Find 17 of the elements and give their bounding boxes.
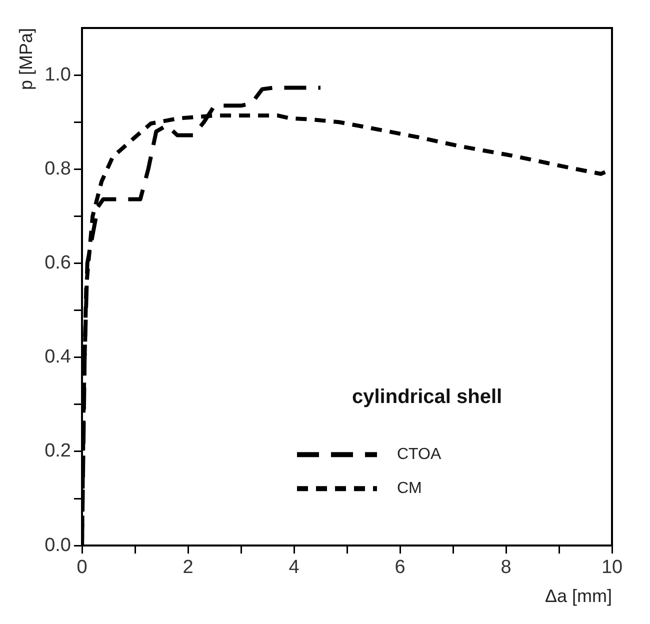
x-axis-title: Δa [mm] bbox=[544, 586, 612, 606]
x-tick-label: 0 bbox=[76, 557, 88, 578]
x-tick-label: 6 bbox=[394, 557, 406, 578]
x-tick-label: 10 bbox=[601, 557, 623, 578]
legend-label: CM bbox=[397, 480, 422, 498]
y-tick-label: 1.0 bbox=[44, 64, 72, 86]
y-tick-label: 0.2 bbox=[44, 440, 72, 462]
legend-label: CTOA bbox=[397, 446, 442, 464]
y-tick-label: 0.6 bbox=[44, 252, 72, 274]
x-tick-label: 4 bbox=[288, 557, 300, 578]
y-tick-label: 0.4 bbox=[44, 346, 72, 368]
x-tick-label: 8 bbox=[500, 557, 512, 578]
annotation: cylindrical shell bbox=[352, 386, 502, 408]
text: 0.0 bbox=[44, 534, 72, 556]
y-tick-label: 0.8 bbox=[44, 158, 72, 180]
x-tick-label: 2 bbox=[182, 557, 194, 578]
y-axis-title: p [MPa] bbox=[16, 28, 36, 90]
